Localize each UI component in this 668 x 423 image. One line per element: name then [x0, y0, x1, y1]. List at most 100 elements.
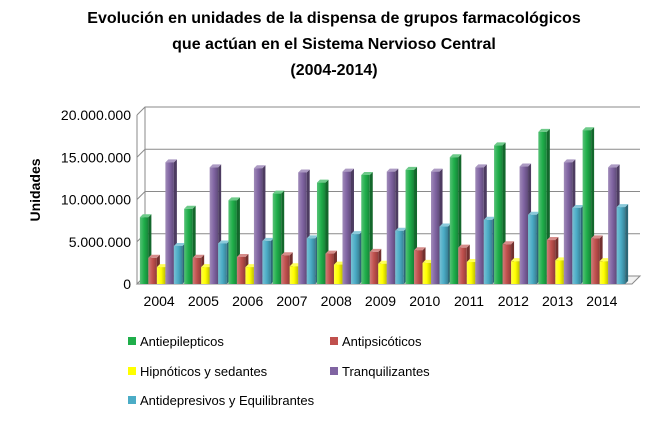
- legend-label: Antidepresivos y Equilibrantes: [140, 393, 315, 408]
- chart-title-line-3: (2004-2014): [290, 62, 378, 79]
- bar: [466, 262, 476, 284]
- bar-top: [528, 211, 540, 215]
- bar: [449, 157, 459, 284]
- bar: [538, 131, 547, 284]
- bar: [361, 174, 370, 284]
- bar-top: [591, 235, 603, 239]
- bar: [184, 208, 193, 284]
- bar: [519, 166, 529, 284]
- bar-top: [458, 244, 470, 248]
- legend-label: Antiepilepticos: [140, 334, 224, 349]
- x-tick-label: 2004: [144, 293, 175, 309]
- legend-swatch: [330, 337, 338, 345]
- bar: [405, 169, 415, 284]
- bar: [494, 145, 503, 284]
- bar-top: [369, 248, 382, 252]
- bar: [342, 171, 351, 284]
- bar-top: [395, 227, 407, 231]
- bar-top: [538, 128, 550, 132]
- x-tick-label: 2006: [232, 293, 263, 309]
- bar-top: [173, 242, 186, 246]
- bar-top: [494, 142, 506, 146]
- x-tick-label: 2013: [542, 293, 573, 309]
- bar: [582, 130, 592, 284]
- x-tick-label: 2012: [498, 293, 529, 309]
- legend-swatch: [330, 367, 338, 375]
- bar-top: [209, 164, 222, 168]
- bar: [608, 167, 617, 284]
- legend-label: Tranquilizantes: [342, 364, 430, 379]
- bar: [528, 214, 537, 284]
- legend-swatch: [128, 367, 136, 375]
- y-axis-label: Unidades: [27, 158, 43, 221]
- bar: [572, 207, 581, 284]
- legend-label: Hipnóticos y sedantes: [140, 364, 268, 379]
- bar: [165, 162, 174, 284]
- bar-top: [361, 171, 373, 175]
- legend: Antiepilepticos Antipsicóticos Hipnóticos …: [128, 334, 430, 408]
- y-tick-label: 0: [123, 276, 131, 292]
- bar: [201, 267, 210, 284]
- bar-top: [502, 241, 515, 245]
- x-tick-label: 2005: [188, 293, 219, 309]
- bar-top: [350, 231, 363, 235]
- bar: [378, 263, 387, 284]
- bar: [563, 162, 573, 284]
- bar-top: [325, 250, 337, 254]
- bar: [156, 267, 166, 284]
- x-tick-label: 2011: [454, 293, 484, 309]
- bar: [369, 251, 379, 284]
- bar-top: [306, 235, 319, 239]
- bar-top: [582, 127, 595, 131]
- bar-top: [272, 190, 285, 194]
- gridline: [136, 148, 640, 158]
- x-tick-label: 2007: [276, 293, 307, 309]
- bar: [209, 167, 219, 284]
- bar: [262, 240, 271, 284]
- bar: [298, 172, 307, 284]
- bar: [422, 262, 432, 284]
- bar: [228, 200, 237, 284]
- bar: [386, 171, 396, 284]
- bar-top: [165, 159, 177, 163]
- bar-top: [236, 253, 249, 257]
- bar: [546, 240, 556, 284]
- legend-swatch: [128, 396, 136, 404]
- bar-layer: [139, 127, 629, 285]
- bar-top: [228, 197, 240, 201]
- bar-top: [298, 169, 310, 173]
- bar: [139, 217, 149, 284]
- bar: [502, 244, 512, 284]
- legend-label: Antipsicóticos: [342, 334, 422, 349]
- bar-top: [316, 179, 329, 183]
- bar-top: [519, 163, 532, 167]
- bar-top: [281, 252, 293, 256]
- bar-top: [431, 168, 443, 172]
- y-tick-label: 15.000.000: [61, 149, 131, 165]
- bar: [148, 257, 157, 284]
- bar: [289, 266, 299, 284]
- y-tick-label: 5.000.000: [69, 234, 131, 250]
- bar: [555, 260, 564, 284]
- bar-top: [253, 165, 266, 169]
- bar: [272, 193, 282, 284]
- bar-top: [192, 254, 205, 258]
- bar: [599, 261, 609, 284]
- bar-top: [475, 164, 487, 168]
- legend-swatch: [128, 337, 136, 345]
- bar: [245, 267, 254, 284]
- bar-top: [148, 254, 160, 258]
- bar-top: [449, 154, 462, 158]
- bar-top: [405, 166, 418, 170]
- bar: [253, 168, 263, 284]
- bar: [316, 182, 326, 284]
- bar: [511, 261, 520, 284]
- x-tick-label: 2010: [409, 293, 440, 309]
- chart-title-line-1: Evolución en unidades de la dispensa de …: [87, 10, 581, 27]
- bar: [483, 219, 493, 284]
- bar: [431, 171, 440, 284]
- bar: [395, 230, 404, 284]
- bar: [306, 238, 316, 284]
- bar-top: [546, 237, 559, 241]
- bar: [414, 250, 423, 284]
